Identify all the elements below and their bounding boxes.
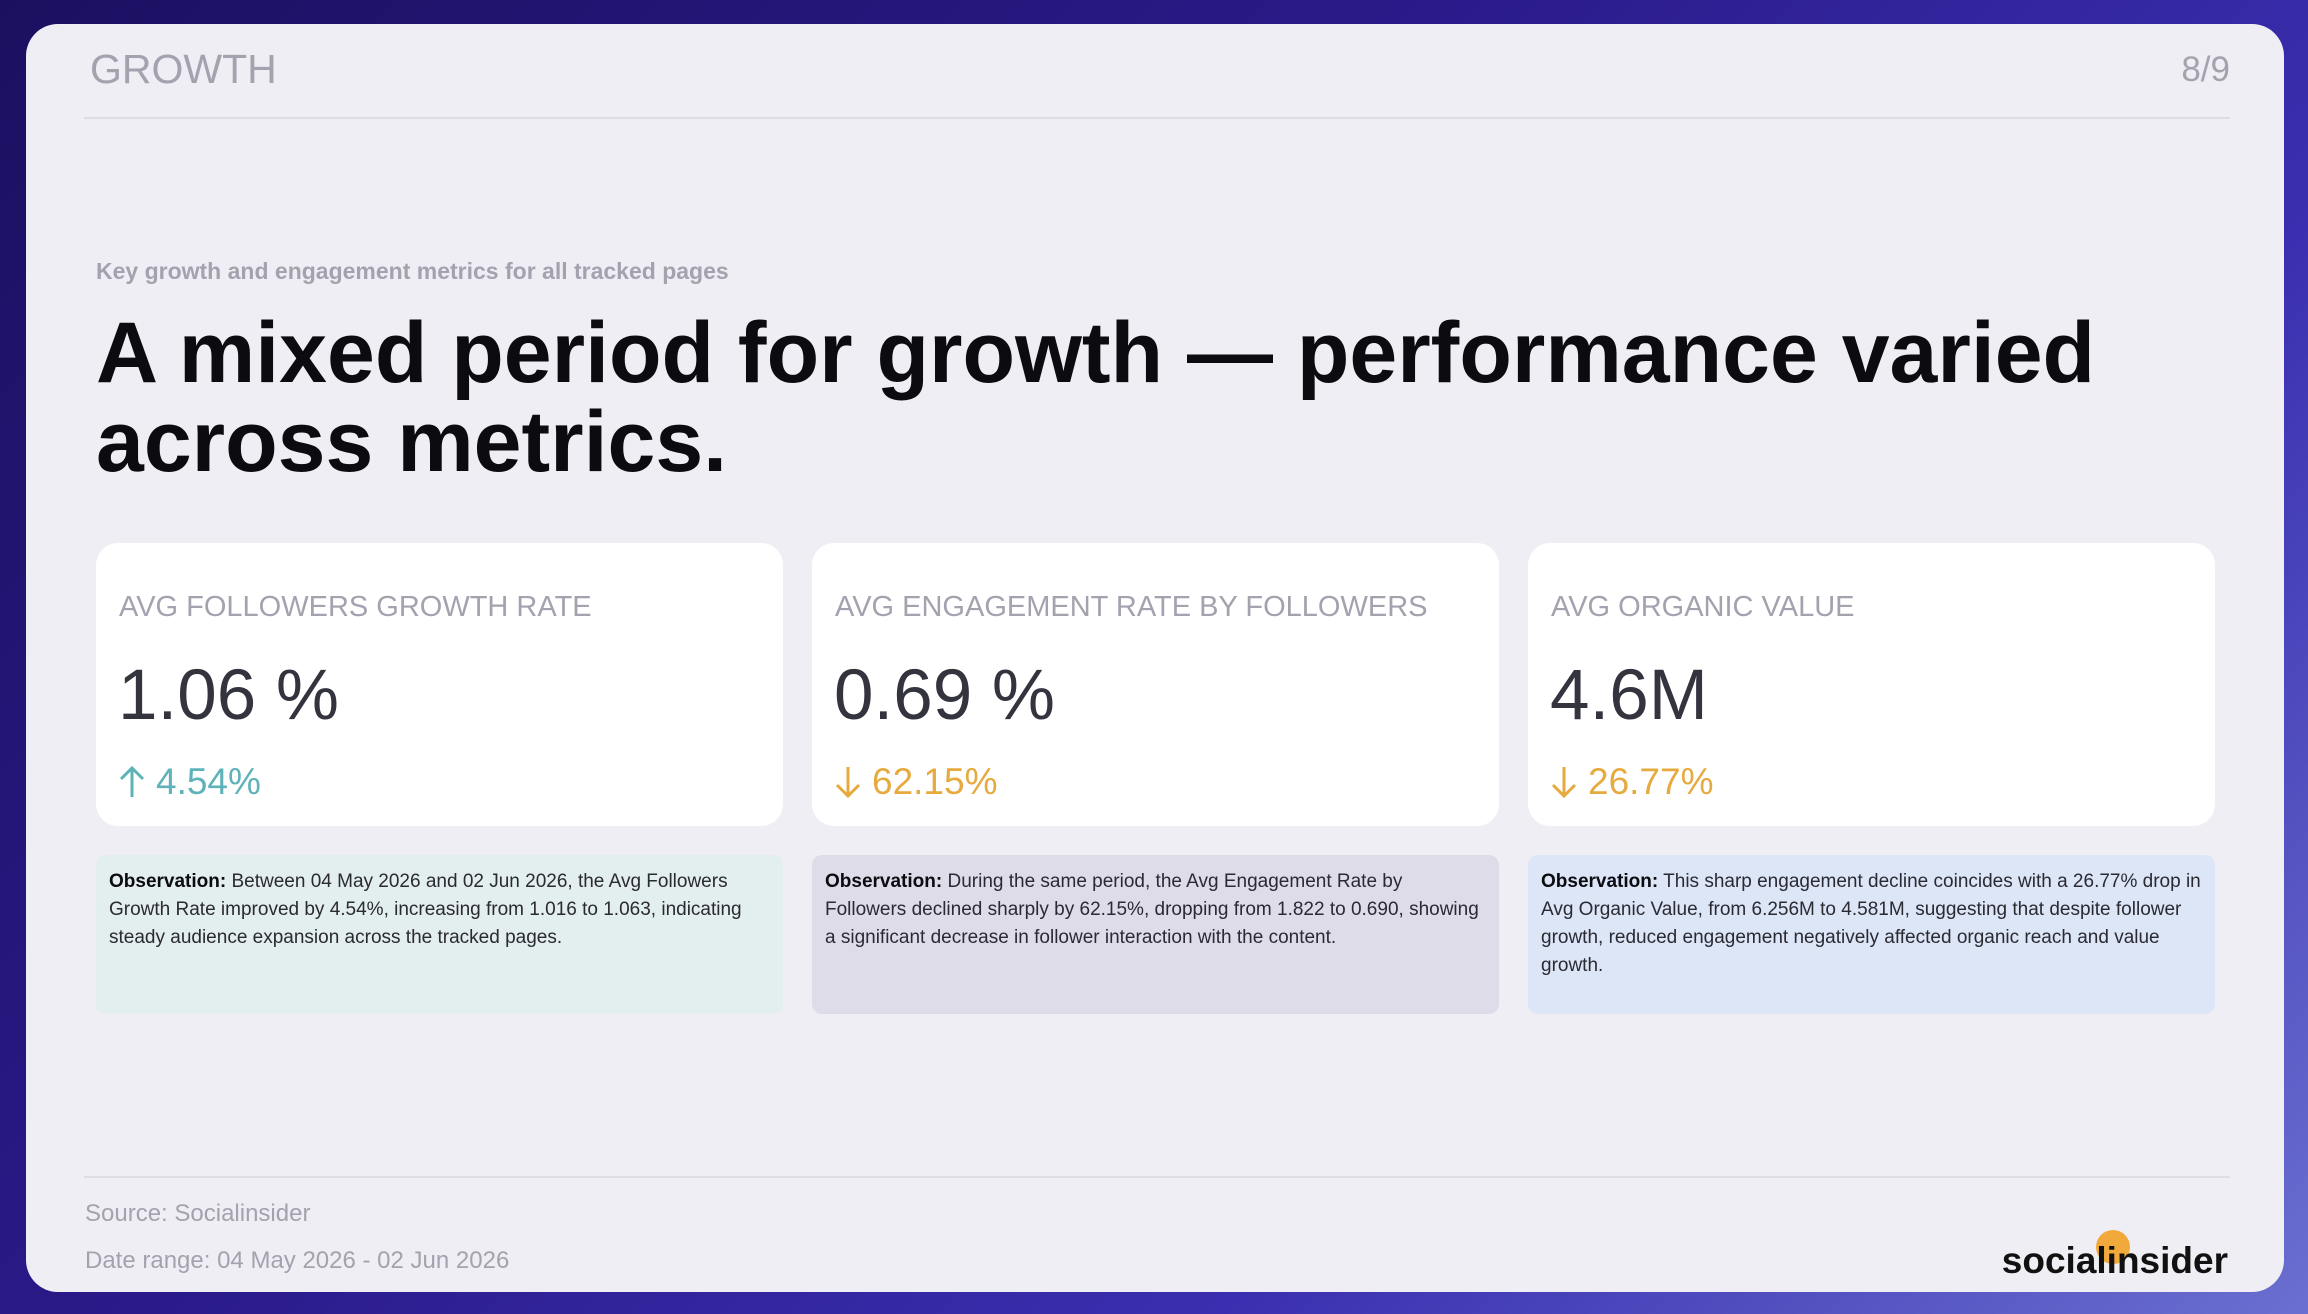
metric-value: 4.6M: [1550, 656, 1708, 735]
observation: Observation: During the same period, the…: [812, 855, 1499, 1014]
observation: Observation: Between 04 May 2026 and 02 …: [96, 855, 783, 1014]
observation-label: Observation:: [1541, 871, 1659, 892]
change-value: 62.15%: [872, 761, 998, 802]
change-value: 4.54%: [156, 761, 261, 802]
observation-label: Observation:: [109, 871, 227, 892]
logo-mark: [2096, 1230, 2130, 1264]
observation-text: Between 04 May 2026 and 02 Jun 2026, the…: [109, 871, 742, 948]
observation: Observation: This sharp engagement decli…: [1528, 855, 2215, 1014]
metric-change: 4.54%: [118, 761, 261, 803]
page-number: 8/9: [2181, 50, 2230, 89]
metric-change: 26.77%: [1550, 761, 1714, 803]
metric-value: 1.06 %: [118, 656, 340, 735]
metric-label: AVG ORGANIC VALUE: [1551, 591, 1855, 623]
arrow-down: [1551, 767, 1577, 799]
headline: A mixed period for growth — performance …: [96, 305, 2096, 490]
divider: [84, 117, 2230, 119]
observation-text: During the same period, the Avg Engageme…: [825, 871, 1479, 948]
change-value: 26.77%: [1588, 761, 1714, 802]
metric-label: AVG FOLLOWERS GROWTH RATE: [119, 591, 592, 623]
subtitle: Key growth and engagement metrics for al…: [96, 258, 729, 284]
observation-text: This sharp engagement decline coincides …: [1541, 871, 2201, 976]
metric-card: AVG FOLLOWERS GROWTH RATE 1.06 % 4.54%: [96, 543, 783, 826]
logo: socialinsider: [2001, 1240, 2228, 1281]
metric-label: AVG ENGAGEMENT RATE BY FOLLOWERS: [835, 591, 1428, 623]
slide: GROWTH 8/9 Key growth and engagement met…: [26, 24, 2284, 1292]
arrow-down: [835, 767, 861, 799]
metric-change: 62.15%: [834, 761, 998, 803]
metric-value: 0.69 %: [834, 656, 1056, 735]
divider: [84, 1176, 2230, 1178]
date-range: Date range: 04 May 2026 - 02 Jun 2026: [85, 1247, 510, 1274]
section-title: GROWTH: [90, 46, 277, 92]
source: Source: Socialinsider: [85, 1200, 311, 1227]
arrow-up: [119, 765, 145, 797]
metric-card: AVG ORGANIC VALUE 4.6M 26.77%: [1528, 543, 2215, 826]
observation-label: Observation:: [825, 871, 943, 892]
metric-card: AVG ENGAGEMENT RATE BY FOLLOWERS 0.69 % …: [812, 543, 1499, 826]
